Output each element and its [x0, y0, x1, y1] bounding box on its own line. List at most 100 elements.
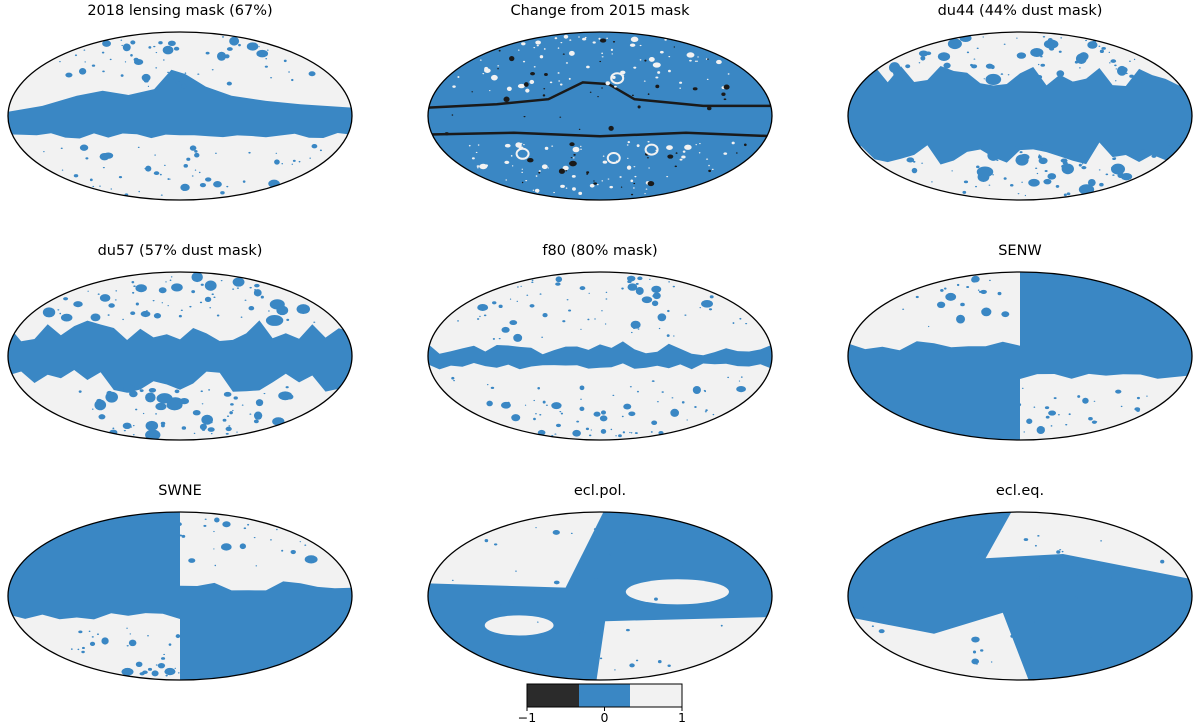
mask-hole: [612, 394, 615, 397]
change-added: [557, 47, 560, 49]
change-added: [511, 165, 514, 167]
mask-hole: [231, 385, 234, 387]
change-removed: [562, 53, 565, 55]
mask-hole: [614, 669, 616, 671]
f80-mask: [428, 341, 772, 370]
mask-hole: [590, 429, 592, 431]
change-added: [626, 165, 632, 170]
mask-hole: [479, 315, 481, 318]
mask-hole: [209, 307, 212, 309]
mask-hole: [661, 391, 664, 393]
change-added: [643, 80, 646, 82]
mask-hole: [203, 524, 207, 527]
mask-hole: [694, 405, 697, 408]
mask-hole: [533, 417, 536, 421]
mask-hole: [101, 637, 109, 645]
mask-hole: [960, 302, 965, 307]
mask-hole: [152, 299, 155, 302]
change-added: [572, 157, 575, 159]
mask-hole: [229, 36, 240, 46]
mask-hole: [556, 402, 559, 405]
panel-title: ecl.eq.: [996, 483, 1044, 499]
mask-hole: [220, 279, 223, 282]
mollweide-outline: [847, 271, 1193, 441]
mask-hole: [1110, 167, 1113, 169]
change-added: [645, 188, 648, 190]
mask-hole: [200, 283, 204, 286]
mask-hole: [171, 283, 183, 292]
quadrant-mask-ne: [1020, 272, 1192, 356]
mask-hole: [498, 304, 503, 308]
mask-hole: [969, 570, 971, 573]
mask-hole: [593, 411, 601, 417]
mask-hole: [178, 314, 182, 318]
mask-hole: [902, 79, 905, 81]
mask-hole: [517, 286, 519, 288]
change-added: [731, 141, 735, 145]
mask-hole: [586, 645, 589, 647]
change-removed: [743, 143, 747, 147]
change-added: [497, 65, 500, 67]
mask-hole: [1082, 397, 1089, 404]
mask-hole: [986, 168, 989, 170]
mask-hole: [1100, 540, 1103, 542]
change-added: [557, 72, 560, 74]
mask-hole: [89, 178, 93, 182]
change-added: [612, 75, 616, 79]
mask-hole: [1060, 159, 1063, 162]
mask-hole: [1033, 406, 1036, 408]
change-added: [679, 81, 683, 84]
mask-hole: [214, 517, 220, 523]
mask-hole: [605, 291, 608, 293]
mask-hole: [216, 314, 220, 317]
change-removed: [601, 87, 603, 89]
mask-hole: [604, 323, 607, 325]
change-removed: [451, 114, 454, 116]
change-added: [611, 53, 614, 55]
mask-hole: [692, 385, 701, 395]
mask-hole: [529, 588, 535, 593]
mask-hole: [208, 389, 211, 391]
mask-hole: [181, 84, 187, 89]
change-removed: [674, 165, 677, 168]
mask-hole: [99, 185, 101, 187]
change-added: [639, 44, 642, 47]
mask-hole: [1045, 415, 1050, 419]
mask-hole: [610, 428, 613, 431]
change-added: [471, 157, 475, 160]
mask-hole: [484, 538, 489, 543]
mask-hole: [199, 182, 206, 188]
mask-hole: [945, 292, 957, 301]
mask-hole: [608, 554, 611, 556]
mask-hole: [153, 45, 156, 48]
mask-hole: [667, 309, 670, 313]
mask-hole: [281, 549, 284, 552]
change-added: [696, 60, 699, 62]
change-added: [694, 60, 697, 62]
mask-hole: [102, 40, 111, 47]
mask-hole: [637, 328, 640, 330]
mask-hole: [205, 51, 210, 55]
dust-mask: [848, 66, 1192, 165]
mask-hole: [249, 286, 252, 289]
mask-hole: [213, 530, 215, 533]
mask-hole: [921, 162, 923, 164]
mask-hole: [1109, 62, 1111, 64]
mask-hole: [204, 518, 207, 520]
mask-hole: [1021, 181, 1023, 183]
change-removed: [673, 46, 675, 48]
change-added: [584, 36, 587, 39]
mask-hole: [492, 337, 496, 340]
sky-map: [8, 32, 352, 200]
mask-hole: [81, 650, 85, 654]
mask-hole: [162, 59, 165, 61]
mask-hole: [1023, 431, 1026, 433]
mask-hole: [1113, 157, 1117, 160]
mask-hole: [605, 298, 608, 300]
mask-hole: [84, 61, 86, 63]
change-added: [482, 73, 485, 75]
sky-map: [428, 32, 772, 200]
mask-hole: [286, 318, 290, 322]
change-added: [452, 85, 456, 88]
